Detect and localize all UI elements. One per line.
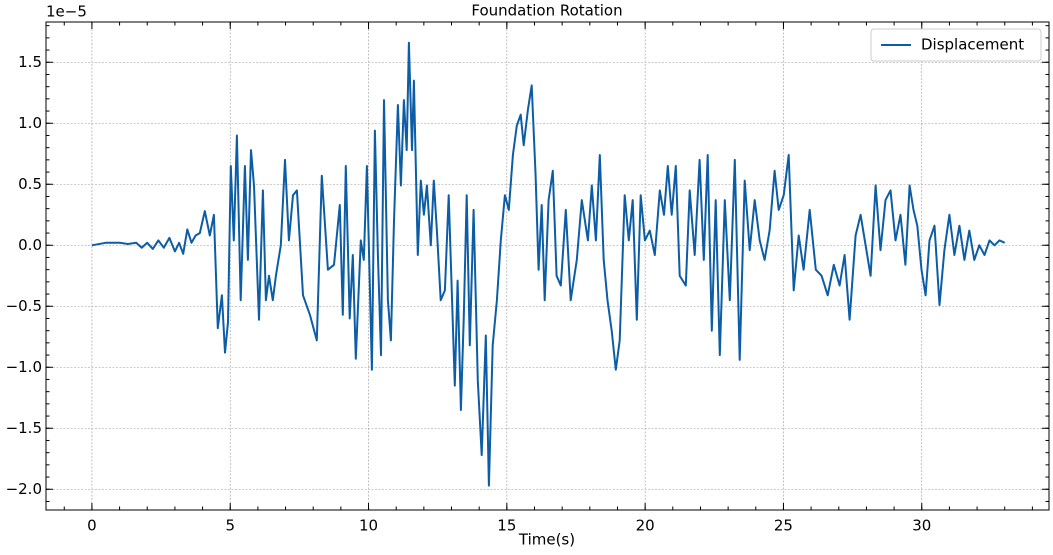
y-tick-label: −1.5 — [6, 419, 42, 437]
legend-box — [870, 28, 1042, 62]
x-tick-label: 25 — [774, 517, 793, 535]
y-tick-label: 0.5 — [18, 175, 42, 193]
x-tick-label: 30 — [912, 517, 931, 535]
x-tick-label: 5 — [225, 517, 235, 535]
legend-label: Displacement — [921, 36, 1024, 54]
y-tick-label: −1.0 — [6, 358, 42, 376]
y-tick-label: 0.0 — [18, 236, 42, 254]
chart-title: Foundation Rotation — [471, 2, 622, 20]
y-tick-label: −2.0 — [6, 480, 42, 498]
x-tick-label: 20 — [636, 517, 655, 535]
y-offset-label: 1e−5 — [46, 3, 87, 21]
x-axis-label: Time(s) — [518, 531, 575, 549]
y-tick-label: 1.0 — [18, 114, 42, 132]
x-tick-label: 15 — [497, 517, 516, 535]
y-tick-label: −0.5 — [6, 297, 42, 315]
x-tick-label: 10 — [359, 517, 378, 535]
y-tick-label: 1.5 — [18, 53, 42, 71]
data-line — [91, 41, 1006, 487]
plot-frame — [45, 21, 1050, 511]
x-tick-label: 0 — [87, 517, 97, 535]
